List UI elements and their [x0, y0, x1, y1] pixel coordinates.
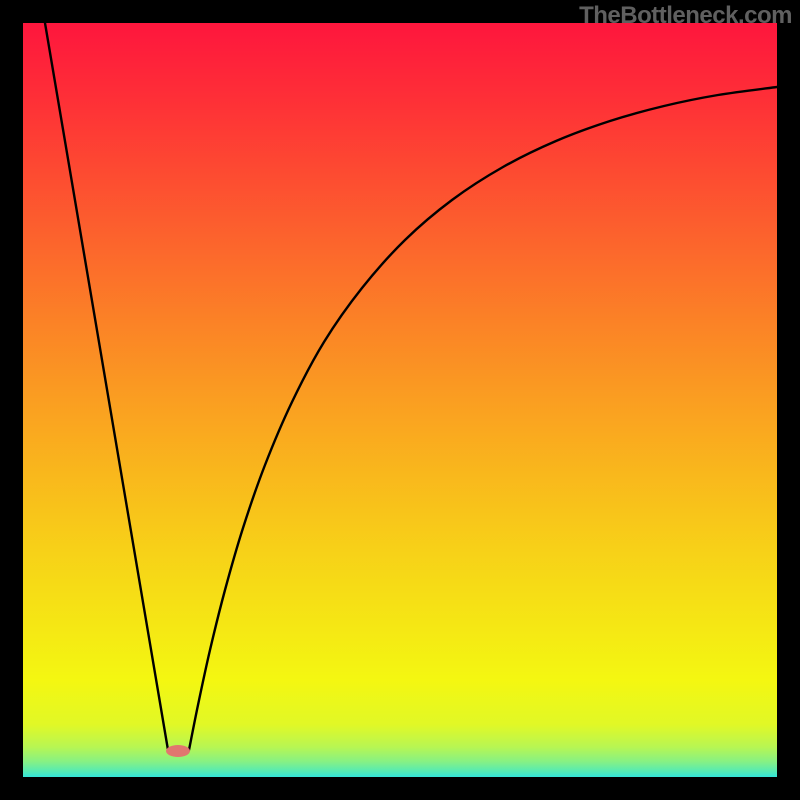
chart-container: TheBottleneck.com [0, 0, 800, 800]
plot-area [23, 23, 777, 777]
optimal-point-marker [166, 745, 190, 757]
bottleneck-chart [0, 0, 800, 800]
watermark-text: TheBottleneck.com [579, 2, 792, 30]
